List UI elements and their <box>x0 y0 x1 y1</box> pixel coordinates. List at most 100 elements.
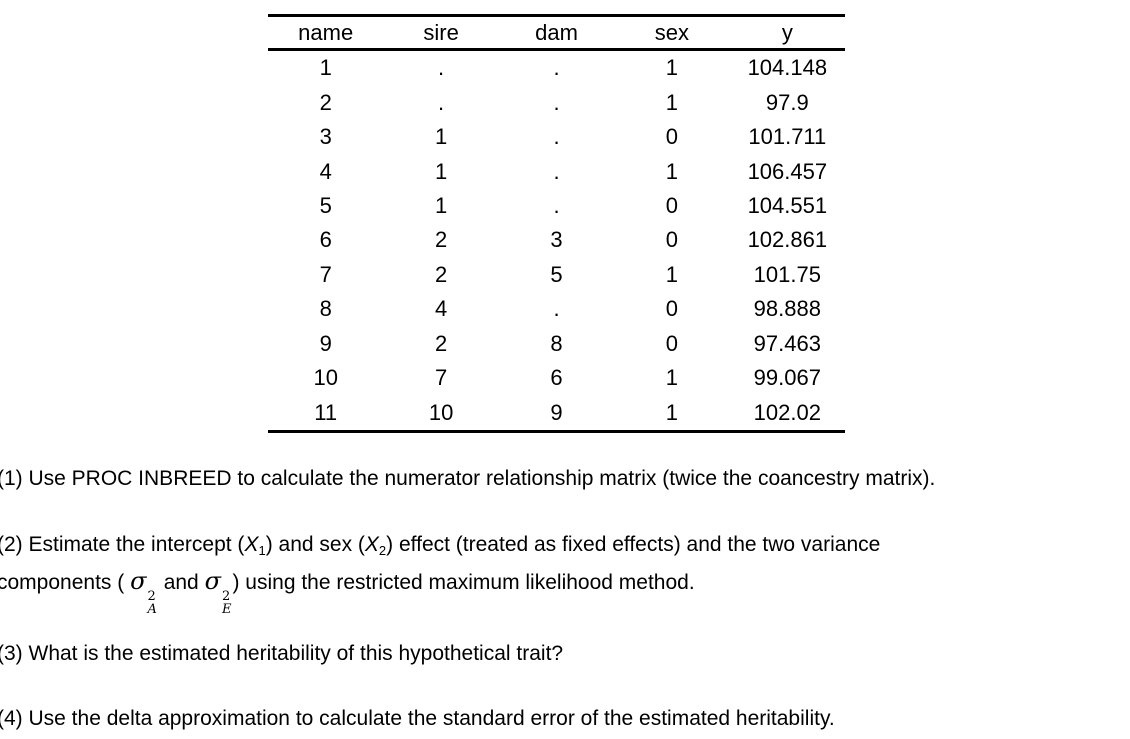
math-sub-2: 2 <box>378 543 387 558</box>
q2-line2-post: ) using the restricted maximum likelihoo… <box>232 571 695 594</box>
table-cell: 11 <box>314 399 338 425</box>
table-cell: 5 <box>319 193 332 219</box>
question-3: (3) What is the estimated heritability o… <box>0 642 564 665</box>
table-cell: 5 <box>550 261 563 287</box>
table-cell: 104.551 <box>747 193 828 219</box>
table-cell: 3 <box>319 124 332 150</box>
table-cell: 9 <box>550 399 563 425</box>
table-cell: 98.888 <box>753 296 821 322</box>
table-row: 5 1. 0 104.551 <box>268 189 845 223</box>
table-cell: 1 <box>665 158 679 184</box>
q2-line1-mid: ) and sex ( <box>265 533 365 556</box>
table-row: 9 2 8 0 97.463 <box>268 327 845 361</box>
table-cell: 101.75 <box>753 261 821 287</box>
sigma-symbol: σ <box>204 567 221 595</box>
table-cell: 1 <box>434 158 448 184</box>
table-cell: 97.463 <box>753 330 821 356</box>
q2-line1-post: ) effect (treated as fixed effects) and … <box>386 533 881 556</box>
table-cell: . <box>553 55 560 81</box>
pedigree-table: name sire dam sex y 1.. 1 104.148 2.. 1 97.9 3 1. 0 1… <box>268 14 845 433</box>
table-cell: 8 <box>319 296 332 322</box>
table-row: 4 1. 1 106.457 <box>268 154 845 188</box>
table-cell: . <box>553 193 560 219</box>
table-cell: 101.711 <box>748 124 827 150</box>
table-cell: 1 <box>319 55 332 81</box>
table-cell: 2 <box>434 330 448 356</box>
table-cell: 4 <box>434 296 448 322</box>
math-sub-1: 1 <box>258 543 266 558</box>
q2-line2-mid: and <box>157 571 205 594</box>
sigma-symbol: σ <box>130 567 147 595</box>
table-cell: 0 <box>665 330 679 356</box>
table-row: 11 10 9 1 102.02 <box>268 396 845 430</box>
table-row: 1.. 1 104.148 <box>268 51 845 85</box>
table-cell: 1 <box>665 365 679 391</box>
table-header-row: name sire dam sex y <box>268 17 845 48</box>
q2-line2-pre: components ( <box>0 571 131 594</box>
table-rule-top <box>268 14 845 17</box>
sigma-e-sub: E <box>221 602 232 617</box>
table-cell: 104.148 <box>747 55 828 81</box>
table-cell: 102.02 <box>753 399 821 425</box>
question-1: (1) Use PROC INBREED to calculate the nu… <box>0 467 936 490</box>
table-cell: 2 <box>434 227 448 253</box>
column-header-sire: sire <box>423 19 459 45</box>
table-cell: 6 <box>319 227 332 253</box>
math-var-x2: X <box>364 533 379 556</box>
table-cell: 3 <box>550 227 563 253</box>
table-cell: 1 <box>434 193 448 219</box>
question-4: (4) Use the delta approximation to calcu… <box>0 707 835 730</box>
math-var-x1: X <box>244 533 259 556</box>
table-cell: 2 <box>434 261 448 287</box>
table-cell: 0 <box>665 296 679 322</box>
table-cell: . <box>438 89 445 115</box>
table-cell: 1 <box>665 89 679 115</box>
table-cell: 7 <box>434 365 448 391</box>
table-cell: 0 <box>665 227 679 253</box>
table-cell: 97.9 <box>765 89 809 115</box>
column-header-sex: sex <box>654 19 690 45</box>
table-rule-header <box>268 48 845 51</box>
table-cell: . <box>553 296 560 322</box>
table-cell: . <box>553 124 560 150</box>
table-row: 10 7 6 1 99.067 <box>268 361 845 395</box>
table-row: 2.. 1 97.9 <box>268 85 845 119</box>
table-cell: 6 <box>550 365 563 391</box>
column-header-dam: dam <box>535 19 578 45</box>
table-cell: 4 <box>319 158 332 184</box>
table-row: 8 4. 0 98.888 <box>268 292 845 326</box>
table-cell: 1 <box>665 55 679 81</box>
table-row: 6 2 3 0 102.861 <box>268 223 845 257</box>
sigma-e-sup: 2 <box>221 589 231 604</box>
table-rule-bottom <box>268 430 845 433</box>
sigma-a-sub: A <box>147 602 157 617</box>
table-cell: 1 <box>665 399 679 425</box>
column-header-name: name <box>298 19 354 45</box>
table-cell: 102.861 <box>747 227 828 253</box>
table-cell: 2 <box>319 89 332 115</box>
table-cell: 0 <box>665 193 679 219</box>
table-row: 3 1. 0 101.711 <box>268 120 845 154</box>
q2-line1-pre: (2) Estimate the intercept ( <box>0 533 245 556</box>
table-cell: 7 <box>319 261 332 287</box>
table-cell: 1 <box>434 124 448 150</box>
table-cell: 106.457 <box>747 158 828 184</box>
table-cell: 10 <box>428 399 454 425</box>
column-header-y: y <box>781 19 793 45</box>
sigma-a-sup: 2 <box>147 589 156 604</box>
table-cell: 99.067 <box>753 365 821 391</box>
question-2: (2) Estimate the intercept (X1) and sex … <box>0 526 1130 616</box>
table-row: 7 2 5 1 101.75 <box>268 258 845 292</box>
table-cell: . <box>553 89 560 115</box>
table-body: 1.. 1 104.148 2.. 1 97.9 3 1. 0 101.711 4 1. 1 106.45… <box>268 51 845 430</box>
table-cell: 8 <box>550 330 563 356</box>
table-cell: 9 <box>319 330 332 356</box>
table-cell: . <box>438 55 445 81</box>
table-cell: 1 <box>665 261 679 287</box>
table-cell: 10 <box>313 365 338 391</box>
